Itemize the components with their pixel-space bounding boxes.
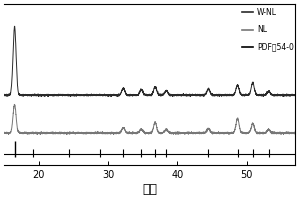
X-axis label: 角度: 角度 — [142, 183, 157, 196]
Legend: W-NL, NL, PDF：54-0: W-NL, NL, PDF：54-0 — [239, 5, 297, 55]
